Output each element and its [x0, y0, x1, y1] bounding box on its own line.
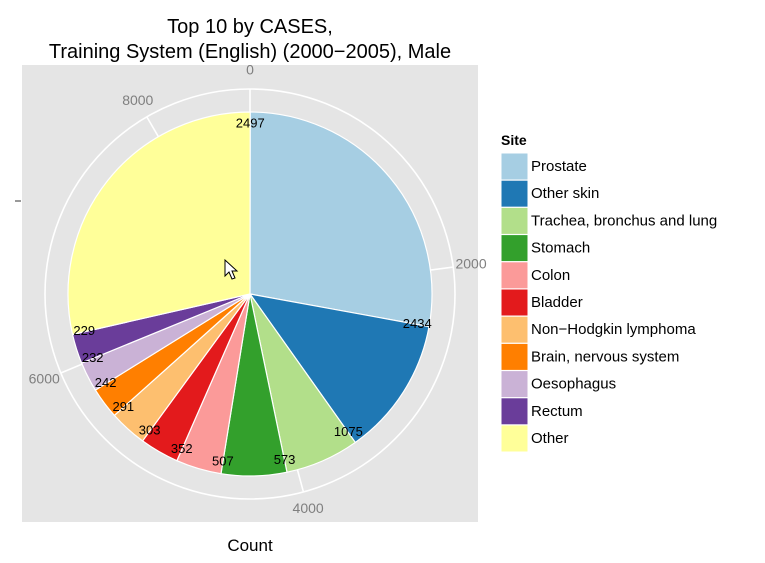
- slice-value-label: 507: [212, 453, 234, 468]
- legend-swatch: [500, 206, 529, 235]
- pie-slice: [249, 111, 433, 328]
- legend-swatch: [500, 397, 529, 426]
- chart-title-line-2: Training System (English) (2000−2005), M…: [49, 41, 451, 63]
- legend: Prostate Other skin Trachea, bronchus and …: [500, 152, 717, 453]
- legend-swatch: [500, 152, 529, 181]
- slice-value-label: 303: [139, 423, 161, 438]
- radial-tick-label: 0: [246, 62, 254, 78]
- slice-value-label: 1075: [334, 424, 363, 439]
- legend-swatch: [500, 179, 529, 208]
- legend-title: Site: [501, 132, 527, 148]
- legend-label: Brain, nervous system: [531, 348, 679, 365]
- legend-swatch: [500, 261, 529, 290]
- legend-swatch: [500, 288, 529, 317]
- pie-slices: [67, 111, 433, 477]
- legend-label: Prostate: [531, 158, 587, 175]
- legend-label: Non−Hodgkin lymphoma: [531, 321, 696, 338]
- radial-tick-label: 8000: [122, 92, 153, 108]
- legend-label: Bladder: [531, 294, 583, 311]
- slice-value-label: 2497: [236, 115, 265, 130]
- pie-slice: [248, 293, 430, 444]
- legend-swatch: [500, 370, 529, 399]
- legend-label: Stomach: [531, 240, 590, 257]
- chart-title-line-1: Top 10 by CASES,: [167, 16, 333, 38]
- x-axis-title: Count: [227, 536, 273, 555]
- legend-label: Oesophagus: [531, 376, 616, 393]
- radial-tick-label: 2000: [455, 255, 486, 271]
- legend-swatch: [500, 234, 529, 263]
- slice-value-label: 2434: [403, 316, 432, 331]
- legend-label: Rectum: [531, 403, 583, 420]
- pie-slice: [67, 111, 251, 336]
- legend-swatch: [500, 342, 529, 371]
- slice-value-label: 352: [171, 441, 193, 456]
- legend-swatch: [500, 424, 529, 453]
- legend-swatch: [500, 315, 529, 344]
- legend-label: Colon: [531, 267, 570, 284]
- slice-value-label: 229: [73, 323, 95, 338]
- slice-labels: 2434 1075 573 507 352 303 291 242 232 229 2497: [73, 115, 431, 468]
- legend-label: Other: [531, 430, 569, 447]
- slice-value-label: 573: [274, 452, 296, 467]
- mouse-cursor-icon: [224, 258, 239, 280]
- legend-label: Other skin: [531, 185, 599, 202]
- legend-label: Trachea, bronchus and lung: [531, 212, 717, 229]
- slice-value-label: 291: [112, 399, 134, 414]
- slice-value-label: 242: [95, 375, 117, 390]
- radial-tick-labels: 0 2000 4000 6000 8000: [29, 62, 487, 516]
- radial-tick-label: 6000: [29, 371, 60, 387]
- radial-tick-label: 4000: [293, 500, 324, 516]
- slice-value-label: 232: [82, 350, 104, 365]
